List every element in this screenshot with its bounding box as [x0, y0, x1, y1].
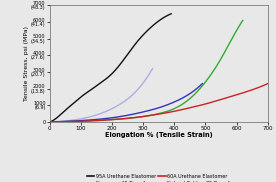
- 95A Urethane Elastomer: [48, 121, 52, 123]
- Natural Rubber 75 Duro A: [49, 121, 52, 123]
- 80A Urethane Elastomer: [111, 107, 114, 109]
- 60A Urethane Elastomer: [182, 108, 185, 110]
- Neoprene 65 Duro A: [49, 121, 52, 123]
- Line: 60A Urethane Elastomer: 60A Urethane Elastomer: [50, 84, 268, 122]
- Legend: 95A Urethane Elastomer, Neoprene 65 Duro A, 80A Urethane Elastomer, 60A Urethane: 95A Urethane Elastomer, Neoprene 65 Duro…: [86, 173, 231, 182]
- 95A Urethane Elastomer: [120, 61, 124, 63]
- Neoprene 65 Duro A: [48, 121, 51, 123]
- 80A Urethane Elastomer: [135, 90, 138, 92]
- Line: 95A Urethane Elastomer: 95A Urethane Elastomer: [50, 14, 171, 122]
- 80A Urethane Elastomer: [151, 68, 154, 70]
- Neoprene 65 Duro A: [201, 83, 204, 85]
- 60A Urethane Elastomer: [48, 121, 51, 123]
- 60A Urethane Elastomer: [177, 109, 181, 111]
- 95A Urethane Elastomer: [158, 19, 161, 21]
- Natural Rubber 75 Duro A: [162, 111, 166, 113]
- Neoprene 65 Duro A: [138, 112, 142, 114]
- X-axis label: Elongation % (Tensile Strain): Elongation % (Tensile Strain): [105, 132, 213, 139]
- Natural Rubber 75 Duro A: [223, 51, 226, 53]
- Natural Rubber 75 Duro A: [163, 111, 166, 113]
- Neoprene 65 Duro A: [177, 99, 180, 101]
- 60A Urethane Elastomer: [178, 109, 181, 111]
- 60A Urethane Elastomer: [232, 95, 235, 97]
- 80A Urethane Elastomer: [141, 82, 145, 84]
- 60A Urethane Elastomer: [246, 90, 249, 93]
- Line: Neoprene 65 Duro A: Neoprene 65 Duro A: [50, 84, 202, 122]
- 95A Urethane Elastomer: [169, 13, 173, 15]
- Natural Rubber 75 Duro A: [241, 19, 245, 21]
- Natural Rubber 75 Duro A: [211, 71, 214, 74]
- 80A Urethane Elastomer: [109, 108, 112, 110]
- 95A Urethane Elastomer: [120, 61, 123, 64]
- Neoprene 65 Duro A: [141, 111, 145, 113]
- 80A Urethane Elastomer: [48, 121, 52, 123]
- Y-axis label: Tensile Stress, psi (MPa): Tensile Stress, psi (MPa): [25, 26, 30, 101]
- Neoprene 65 Duro A: [139, 111, 142, 114]
- 95A Urethane Elastomer: [122, 58, 126, 60]
- Neoprene 65 Duro A: [186, 94, 190, 96]
- 95A Urethane Elastomer: [48, 121, 51, 123]
- Line: 80A Urethane Elastomer: 80A Urethane Elastomer: [50, 69, 152, 122]
- 95A Urethane Elastomer: [150, 25, 154, 27]
- Line: Natural Rubber 75 Duro A: Natural Rubber 75 Duro A: [50, 20, 243, 122]
- Natural Rubber 75 Duro A: [48, 121, 51, 123]
- Natural Rubber 75 Duro A: [166, 110, 169, 112]
- 80A Urethane Elastomer: [109, 108, 113, 110]
- 60A Urethane Elastomer: [49, 121, 52, 123]
- 80A Urethane Elastomer: [48, 121, 51, 123]
- 60A Urethane Elastomer: [266, 83, 269, 85]
